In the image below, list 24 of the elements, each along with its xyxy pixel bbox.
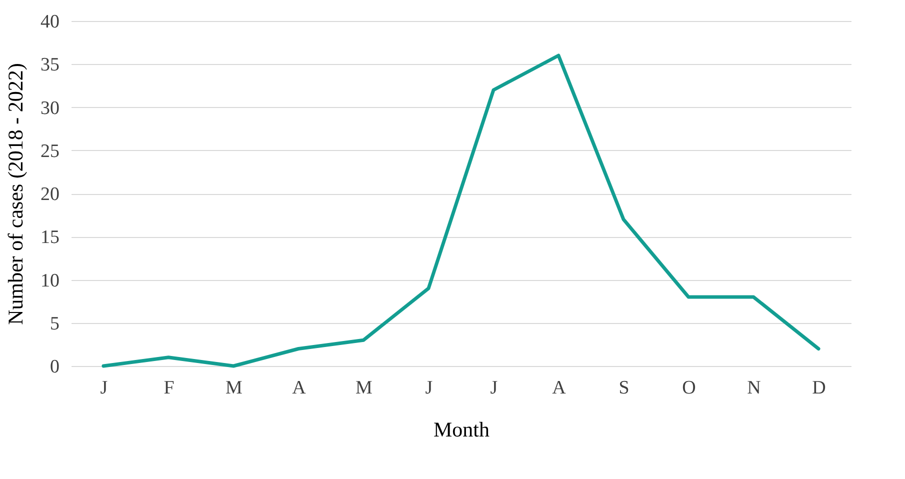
line-series — [102, 54, 820, 368]
x-tick-label: A — [292, 378, 306, 398]
y-tick-label: 10 — [40, 270, 60, 292]
x-tick-label: J — [425, 378, 433, 398]
y-tick-label: 20 — [40, 184, 60, 205]
x-tick-label: F — [164, 378, 174, 398]
y-tick-label: 35 — [40, 54, 60, 76]
x-axis-title: Month — [433, 418, 490, 442]
y-tick-label: 40 — [40, 12, 60, 32]
x-tick-label: O — [682, 378, 696, 398]
x-tick-label: D — [812, 378, 826, 398]
y-tick-label: 0 — [50, 356, 60, 378]
y-tick-label: 25 — [40, 140, 60, 162]
y-tick-label: 30 — [40, 98, 60, 119]
y-tick-label: 5 — [50, 313, 60, 334]
y-tick-label: 15 — [40, 227, 60, 248]
x-tick-label: J — [490, 378, 498, 398]
x-tick-label: N — [747, 378, 762, 398]
x-tick-label: J — [100, 378, 108, 398]
y-axis-title: Number of cases (2018 - 2022) — [4, 63, 28, 325]
x-tick-label: M — [356, 378, 373, 398]
x-tick-label: M — [226, 378, 243, 398]
x-tick-label: A — [552, 378, 566, 398]
x-tick-label: S — [618, 378, 630, 398]
